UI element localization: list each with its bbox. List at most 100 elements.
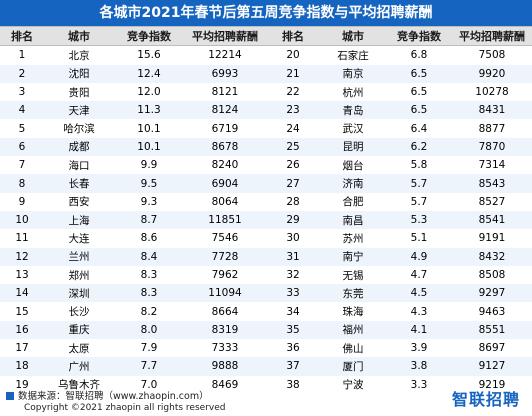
rank-cell: 23: [266, 101, 320, 120]
salary-cell: 8431: [452, 101, 532, 120]
rank-cell: 19: [15, 378, 29, 391]
rank-cell: 13: [15, 269, 29, 281]
rank-cell: 2: [0, 64, 44, 83]
salary-cell: 8124: [184, 101, 266, 120]
salary-cell: 11851: [184, 210, 266, 230]
header-rank-left: 排名: [0, 25, 44, 47]
index-cell: 8.4: [114, 247, 184, 266]
city-cell: 昆明: [320, 137, 386, 157]
rank-cell: 37: [266, 357, 320, 376]
salary-cell: 8527: [478, 195, 506, 208]
salary-cell: 8240: [211, 159, 239, 172]
city-cell: 西安: [68, 196, 90, 209]
salary-cell: 9297: [452, 284, 532, 303]
rank-cell: 18: [0, 357, 44, 376]
index-cell: 3.9: [410, 342, 428, 355]
rank-cell: 28: [286, 195, 300, 208]
header-rank-right: 排名: [266, 25, 320, 47]
table-row: 11 大连 8.6 7546 30 苏州 5.1 9191: [0, 229, 532, 247]
index-cell: 11.3: [114, 101, 184, 120]
table-row: 16 重庆 8.0 8319 35 福州 4.1 8551: [0, 320, 532, 340]
table-row: 6 成都 10.1 8678 25 昆明 6.2 7870: [0, 137, 532, 157]
index-cell: 10.1: [137, 122, 161, 135]
table-row: 12 兰州 8.4 7728 31 南宁 4.9 8432: [0, 247, 532, 266]
index-cell: 8.3: [114, 284, 184, 303]
city-cell: 武汉: [342, 123, 364, 136]
copyright-text: Copyright ©2021 zhaopin all rights reser…: [24, 403, 226, 413]
rank-cell: 11: [15, 232, 29, 245]
salary-cell: 9920: [452, 64, 532, 83]
rank-cell: 25: [266, 137, 320, 157]
city-cell: 郑州: [68, 269, 90, 282]
index-cell: 4.7: [410, 269, 428, 281]
source-line: 数据来源：智联招聘（www.zhaopin.com）: [6, 388, 209, 402]
table-row: 10 上海 8.7 11851 29 南昌 5.3 8541: [0, 210, 532, 230]
salary-cell: 9463: [478, 305, 506, 318]
city-cell: 济南: [320, 174, 386, 193]
salary-cell: 6993: [184, 64, 266, 83]
index-cell: 9.9: [140, 159, 158, 172]
salary-cell: 8678: [184, 137, 266, 157]
rank-cell: 6: [0, 137, 44, 157]
city-cell: 青岛: [320, 101, 386, 120]
city-cell: 南宁: [320, 247, 386, 266]
table-row: 8 长春 9.5 6904 27 济南 5.7 8543: [0, 174, 532, 193]
table-row: 15 长沙 8.2 8664 34 珠海 4.3 9463: [0, 302, 532, 320]
salary-cell: 7728: [184, 247, 266, 266]
index-cell: 7.0: [140, 378, 158, 391]
index-cell: 6.5: [386, 64, 452, 83]
index-cell: 4.3: [410, 305, 428, 318]
index-cell: 5.8: [410, 159, 428, 172]
header-salary-right: 平均招聘薪酬: [452, 25, 532, 47]
salary-cell: 7870: [452, 137, 532, 157]
city-cell: 杭州: [342, 86, 364, 99]
rank-cell: 12: [0, 247, 44, 266]
salary-cell: 9191: [478, 232, 506, 245]
rank-cell: 8: [0, 174, 44, 193]
table-row: 4 天津 11.3 8124 23 青岛 6.5 8431: [0, 101, 532, 120]
rank-cell: 15: [15, 305, 29, 318]
rank-cell: 29: [266, 210, 320, 230]
index-cell: 10.1: [114, 137, 184, 157]
salary-cell: 8121: [211, 86, 239, 99]
salary-cell: 8541: [452, 210, 532, 230]
table-row: 5 哈尔滨 10.1 6719 24 武汉 6.4 8877: [0, 119, 532, 137]
rank-cell: 16: [0, 320, 44, 340]
city-cell: 长春: [44, 174, 114, 193]
header-salary-left: 平均招聘薪酬: [184, 25, 266, 47]
city-cell: 太原: [68, 342, 90, 355]
city-cell: 沈阳: [44, 64, 114, 83]
ranking-table: 排名 城市 竞争指数 平均招聘薪酬 排名 城市 竞争指数 平均招聘薪酬 1 北京 1…: [0, 25, 532, 394]
table-row: 1 北京 15.6 12214 20 石家庄 6.8 7508: [0, 46, 532, 65]
index-cell: 5.3: [386, 210, 452, 230]
rank-cell: 38: [286, 378, 300, 391]
index-cell: 8.0: [114, 320, 184, 340]
city-cell: 乌鲁木齐: [58, 379, 100, 392]
zhaopin-logo: 智联招聘: [451, 390, 520, 409]
salary-cell: 8664: [211, 305, 239, 318]
index-cell: 3.3: [410, 378, 428, 391]
salary-cell: 11094: [184, 284, 266, 303]
city-cell: 天津: [44, 101, 114, 120]
chart-title: 各城市2021年春节后第五周竞争指数与平均招聘薪酬: [0, 0, 532, 26]
city-cell: 福州: [320, 320, 386, 340]
rank-cell: 32: [286, 269, 300, 281]
table-row: 7 海口 9.9 8240 26 烟台 5.8 7314: [0, 156, 532, 174]
blue-square-icon: [6, 392, 14, 400]
rank-cell: 17: [15, 342, 29, 355]
city-cell: 大连: [68, 232, 90, 245]
salary-cell: 7546: [211, 232, 239, 245]
salary-cell: 8064: [211, 195, 239, 208]
rank-cell: 9: [18, 195, 26, 208]
rank-cell: 4: [0, 101, 44, 120]
table-row: 17 太原 7.9 7333 36 佛山 3.9 8697: [0, 339, 532, 357]
city-cell: 无锡: [342, 269, 364, 282]
index-cell: 7.9: [140, 342, 158, 355]
rank-cell: 1: [18, 49, 26, 62]
rank-cell: 30: [286, 232, 300, 245]
salary-cell: 8508: [478, 269, 506, 281]
index-cell: 4.9: [386, 247, 452, 266]
source-text: 数据来源：智联招聘（www.zhaopin.com）: [18, 391, 209, 402]
city-cell: 海口: [68, 159, 90, 172]
index-cell: 8.3: [140, 269, 158, 281]
